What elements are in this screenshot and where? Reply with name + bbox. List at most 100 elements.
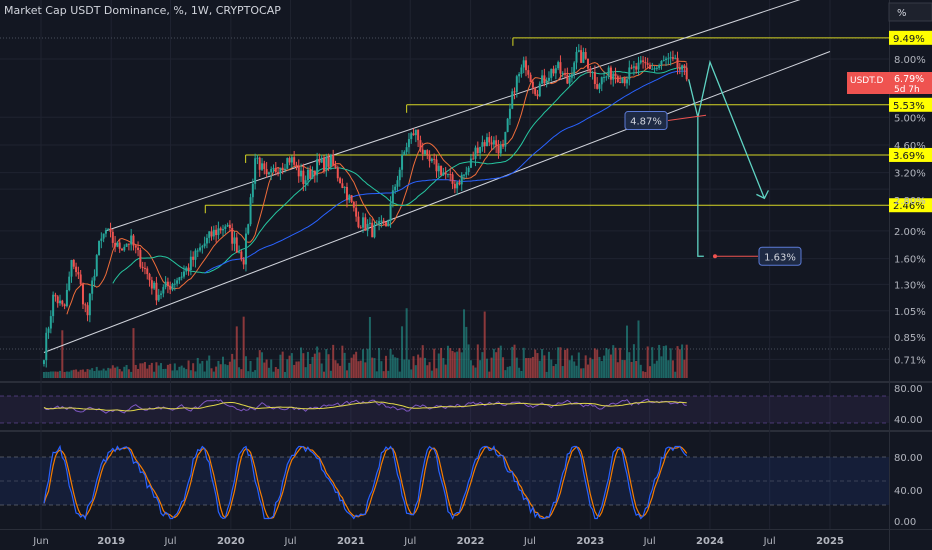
candle-body: [81, 284, 84, 305]
volume-bar: [437, 353, 440, 378]
volume-bar: [251, 371, 254, 378]
volume-bar: [166, 364, 169, 378]
candle-body: [265, 169, 268, 175]
volume-bar: [320, 363, 323, 378]
volume-bar: [160, 363, 163, 378]
volume-bar: [518, 367, 521, 378]
price-axis[interactable]: 8.00% 5.00% 4.60% 3.20% 2.80% 2.00% 1.60% 1.30%…: [894, 55, 926, 366]
volume-bar: [224, 364, 227, 378]
volume-bar: [54, 371, 57, 378]
volume-bar: [164, 368, 167, 378]
candle-body: [529, 74, 532, 82]
symbol-badge: [847, 72, 889, 94]
level-tag: [889, 30, 932, 45]
volume-bar: [442, 357, 445, 378]
stoch-k-line: [43, 444, 688, 521]
volume-bar: [531, 356, 534, 378]
candle-body: [137, 247, 140, 251]
candle-body: [345, 186, 348, 201]
candle-body: [143, 268, 146, 270]
candle-body: [61, 300, 64, 305]
candle-body: [219, 228, 222, 231]
horizontal-levels: 9.49% 5.53% 3.69% 2.46%: [204, 30, 932, 214]
volume-bar: [683, 359, 686, 378]
candle-body: [98, 240, 101, 256]
candle-body: [380, 220, 383, 222]
volume-bar: [635, 360, 638, 378]
candle-body: [456, 182, 459, 189]
volume-bar: [412, 356, 415, 378]
candle-body: [295, 164, 298, 166]
time-axis-label: 2025: [816, 536, 844, 547]
volume-bar: [242, 316, 245, 378]
grid: [0, 0, 889, 529]
candle-body: [256, 157, 259, 159]
candle-body: [469, 158, 472, 168]
time-axis-label: Jul: [403, 536, 416, 547]
volume-bar: [288, 355, 291, 378]
candle-body: [433, 158, 436, 160]
volume-bar: [352, 354, 355, 378]
candle-body: [357, 216, 360, 228]
volume-bar: [621, 359, 624, 378]
time-axis[interactable]: Jun 2019 Jul 2020 Jul 2021 Jul 2022 Jul 2023 Jul 20…: [32, 536, 844, 547]
candle-body: [281, 167, 284, 170]
candle-body: [111, 231, 114, 243]
scale-mode-button[interactable]: [888, 2, 932, 22]
candle-body: [180, 276, 183, 278]
candle-body: [463, 174, 466, 176]
volume-bar: [70, 370, 73, 378]
price-axis-label: 4.60%: [894, 141, 926, 152]
candle-body: [534, 87, 537, 95]
volume-bar: [336, 363, 339, 378]
candle-body: [300, 170, 303, 177]
volume-bar: [107, 367, 110, 378]
stoch-axis-label: 0.00: [894, 517, 916, 528]
candle-body: [596, 84, 599, 89]
volume-bar: [655, 360, 658, 378]
volume-bar: [589, 357, 592, 378]
volume-bar: [281, 351, 284, 378]
candle-body: [623, 77, 626, 84]
volume-bar: [297, 361, 300, 378]
volume-bar: [65, 371, 68, 378]
candle-body: [504, 131, 507, 147]
volume-bar: [667, 360, 670, 378]
volume-bar: [332, 344, 335, 378]
candle-body: [215, 229, 218, 236]
candle-body: [311, 170, 314, 179]
candle-body: [561, 73, 564, 75]
price-axis-label: 2.00%: [894, 227, 926, 238]
candle-body: [169, 285, 172, 290]
candle-body: [212, 229, 215, 237]
volume-bar: [378, 347, 381, 378]
volume-bar: [577, 352, 580, 378]
projection-path: [688, 59, 766, 199]
candle-body: [644, 61, 647, 64]
candle-body: [59, 300, 62, 304]
volume-bar: [456, 351, 459, 378]
volume-bar: [593, 348, 596, 378]
volume-bar: [584, 355, 587, 378]
candle-body: [497, 145, 500, 154]
candle-body: [279, 167, 282, 174]
price-axis-label: 5.00%: [894, 113, 926, 124]
volume-bar: [676, 346, 679, 378]
volume-bar: [150, 362, 153, 378]
volume-bar: [52, 371, 55, 378]
time-axis-label: Jul: [643, 536, 656, 547]
candle-body: [522, 60, 525, 68]
candle-body: [127, 243, 130, 245]
candle-body: [449, 174, 452, 176]
candle-body: [42, 360, 45, 364]
volume-bar: [375, 371, 378, 378]
volume-bar: [81, 369, 84, 378]
volume-bar: [582, 368, 585, 378]
volume-bar: [162, 369, 165, 378]
volume-bar: [596, 349, 599, 378]
volume-bar: [68, 371, 71, 378]
volume-bar: [665, 345, 668, 378]
volume-bar: [513, 344, 516, 378]
